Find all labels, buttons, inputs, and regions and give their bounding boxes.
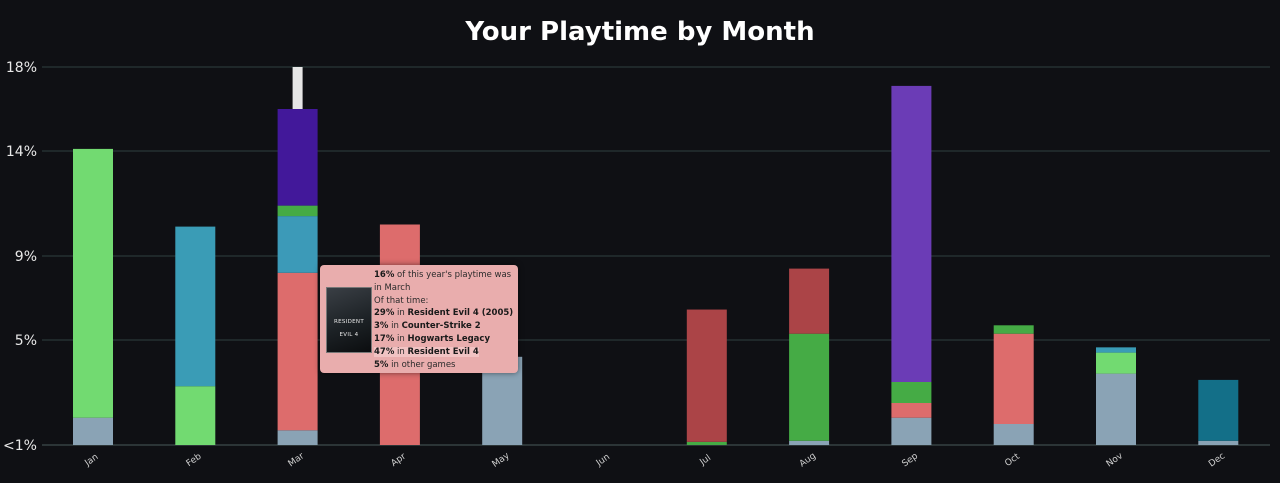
bar-segment-jul[interactable] <box>686 441 727 445</box>
x-tick-label: Jun <box>594 452 612 469</box>
x-axis-labels: Jan Feb Mar Apr May Jun Jul Aug Sep Oct Nov Dec <box>82 451 1227 470</box>
x-tick-label: Feb <box>185 452 204 469</box>
bar-segment-dec[interactable] <box>1198 379 1239 441</box>
bar-segment-nov[interactable] <box>1096 373 1136 445</box>
x-tick-label: Oct <box>1003 452 1022 469</box>
bar-segment-oct[interactable] <box>993 325 1034 334</box>
grid-lines <box>42 66 1270 446</box>
bar-segment-aug[interactable] <box>789 333 830 441</box>
bar-segment-jan[interactable] <box>73 417 113 445</box>
x-tick-label: Apr <box>390 452 409 469</box>
game-cover-image: RESIDENT EVIL 4 <box>326 287 372 353</box>
x-tick-label: Sep <box>900 451 920 469</box>
tooltip-row: 47% in Resident Evil 4 <box>374 346 479 357</box>
tooltip-row: 17% in Hogwarts Legacy <box>374 333 490 344</box>
tooltip-row: 3% in Counter-Strike 2 <box>374 321 481 332</box>
y-tick-label: 18% <box>6 60 37 76</box>
bar-segment-mar[interactable] <box>277 205 318 217</box>
x-tick-label: Jul <box>698 453 713 468</box>
y-tick-label: <1% <box>3 438 37 454</box>
y-tick-label: 9% <box>15 249 37 265</box>
bar-segment-nov[interactable] <box>1096 352 1136 374</box>
x-tick-label: Mar <box>287 451 307 469</box>
y-tick-label: 14% <box>6 144 37 160</box>
bar-segment-jan[interactable] <box>73 148 113 418</box>
bar-segment-sep[interactable] <box>891 85 932 383</box>
x-tick-label: Jan <box>82 452 100 469</box>
y-axis-labels: <1% 5% 9% 14% 18% <box>3 60 37 454</box>
bar-stacks <box>73 67 1239 445</box>
bar-segment-sep[interactable] <box>891 417 932 445</box>
x-tick-label: Nov <box>1105 451 1126 470</box>
bar-segment-mar[interactable] <box>277 430 318 445</box>
x-tick-label: May <box>491 451 513 470</box>
bar-segment-jul[interactable] <box>686 309 727 442</box>
bar-segment-oct[interactable] <box>993 333 1034 424</box>
bar-segment-dec[interactable] <box>1198 440 1239 445</box>
hover-highlight-marker <box>292 67 303 109</box>
y-tick-label: 5% <box>15 333 37 349</box>
tooltip-summary: 16% of this year's playtime was in March <box>374 270 512 293</box>
bar-segment-sep[interactable] <box>891 382 932 403</box>
cover-text: RESIDENT EVIL 4 <box>334 319 364 338</box>
bar-segment-oct[interactable] <box>993 424 1034 445</box>
bar-segment-aug[interactable] <box>789 440 830 445</box>
march-tooltip: RESIDENT EVIL 4 16% of this year's playt… <box>320 265 518 373</box>
bar-segment-mar[interactable] <box>277 272 318 431</box>
tooltip-subheading: Of that time: <box>374 295 429 306</box>
chart-title: Your Playtime by Month <box>465 17 815 47</box>
bar-segment-mar[interactable] <box>277 216 318 273</box>
bar-segment-sep[interactable] <box>891 403 932 418</box>
tooltip-row: 29% in Resident Evil 4 (2005) <box>374 308 514 319</box>
tooltip-row: 5% in other games <box>374 359 456 370</box>
x-tick-label: Aug <box>798 451 818 469</box>
bar-segment-nov[interactable] <box>1096 347 1136 353</box>
bar-segment-aug[interactable] <box>789 268 830 334</box>
bar-segment-feb[interactable] <box>175 226 216 387</box>
bar-segment-mar[interactable] <box>277 109 318 206</box>
bar-segment-feb[interactable] <box>175 386 216 445</box>
x-tick-label: Dec <box>1207 451 1227 469</box>
